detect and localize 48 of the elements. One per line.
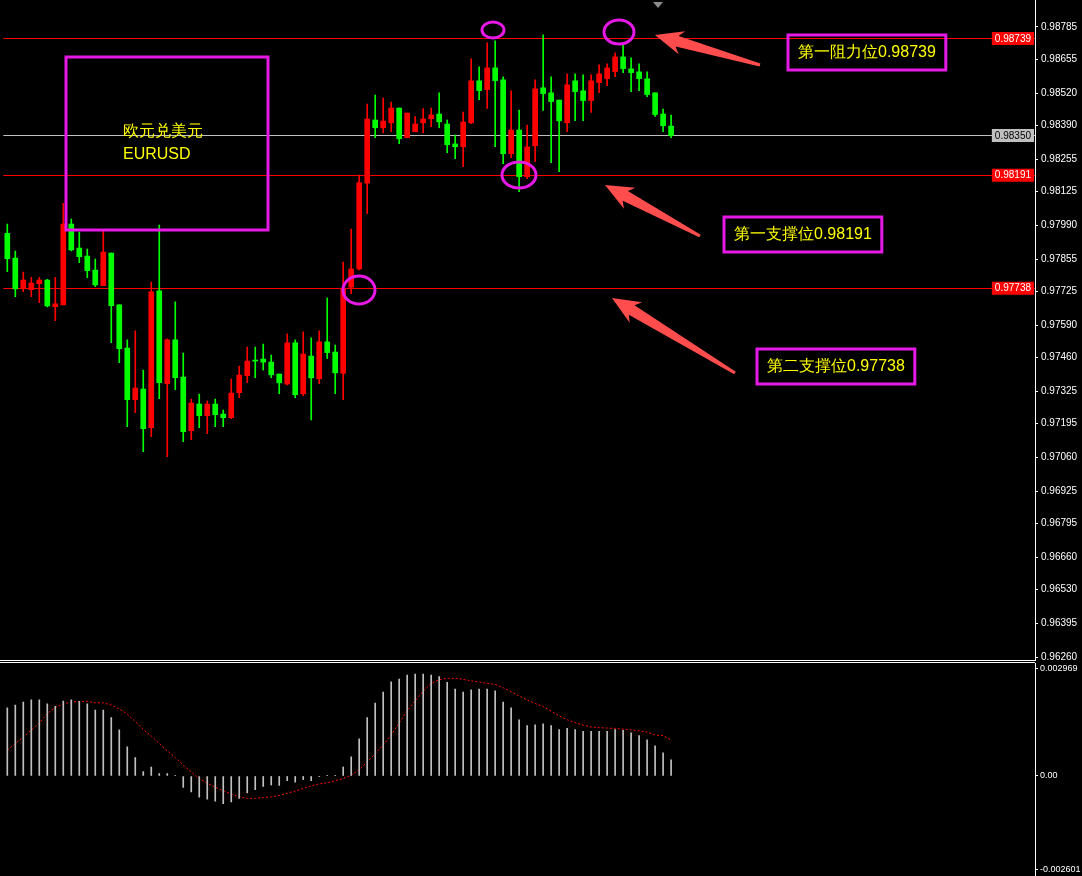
y-tick-label: 0.97460	[1041, 351, 1078, 363]
y-tick-label: 0.98125	[1041, 185, 1078, 197]
ref-line-label: 0.98350	[994, 129, 1032, 141]
y-tick-label: 0.98255	[1041, 152, 1078, 164]
y-tick-label: -0.002601	[1040, 864, 1081, 875]
y-tick-label: 0.96530	[1041, 583, 1078, 595]
y-tick-label: 0.97195	[1041, 417, 1078, 429]
ref-line-label: 0.98191	[994, 169, 1032, 181]
candlestick	[548, 76, 554, 164]
y-tick-label: 0.97325	[1041, 385, 1078, 397]
candlestick	[428, 107, 435, 128]
annotation: 第一阻力位0.98739	[798, 43, 936, 60]
candlestick	[572, 73, 578, 122]
y-tick-label: 0.96795	[1041, 517, 1078, 529]
annotation: 第二支撑位0.97738	[767, 357, 905, 374]
y-tick-label: 0.00	[1040, 770, 1058, 781]
annotation: 欧元兑美元	[123, 122, 203, 139]
y-tick-label: 0.97990	[1041, 219, 1078, 231]
candlestick	[452, 134, 458, 160]
ref-line-label: 0.98739	[994, 32, 1032, 44]
line-series	[6, 677, 672, 799]
y-tick-label: 0.96925	[1041, 484, 1078, 496]
candlestick	[436, 92, 442, 129]
y-tick-label: 0.98785	[1041, 20, 1078, 32]
y-tick-label: 0.97725	[1041, 285, 1078, 297]
candlestick	[420, 108, 427, 134]
annotation: EURUSD	[123, 145, 191, 162]
candlestick	[492, 40, 498, 148]
y-tick-label: 0.002969	[1040, 663, 1078, 674]
candlestick	[540, 34, 546, 111]
candlestick	[628, 57, 634, 92]
candlestick	[580, 74, 586, 122]
candlestick	[372, 94, 379, 139]
y-tick-label: 0.96260	[1041, 650, 1078, 662]
annotation: 第一支撑位0.98191	[734, 225, 872, 242]
y-tick-label: 0.96395	[1041, 617, 1078, 629]
y-tick-label: 0.96660	[1041, 550, 1078, 562]
y-tick-label: 0.98655	[1041, 53, 1078, 65]
candlestick	[132, 330, 139, 414]
ref-line-label: 0.97738	[994, 282, 1032, 294]
y-tick-label: 0.97855	[1041, 252, 1078, 264]
y-tick-label: 0.97060	[1041, 451, 1078, 463]
y-tick-label: 0.98390	[1041, 119, 1078, 131]
candlestick	[220, 409, 227, 428]
y-tick-label: 0.98520	[1041, 86, 1078, 98]
y-tick-label: 0.97590	[1041, 318, 1078, 330]
candlestick	[380, 97, 387, 134]
candlestick	[324, 297, 331, 359]
